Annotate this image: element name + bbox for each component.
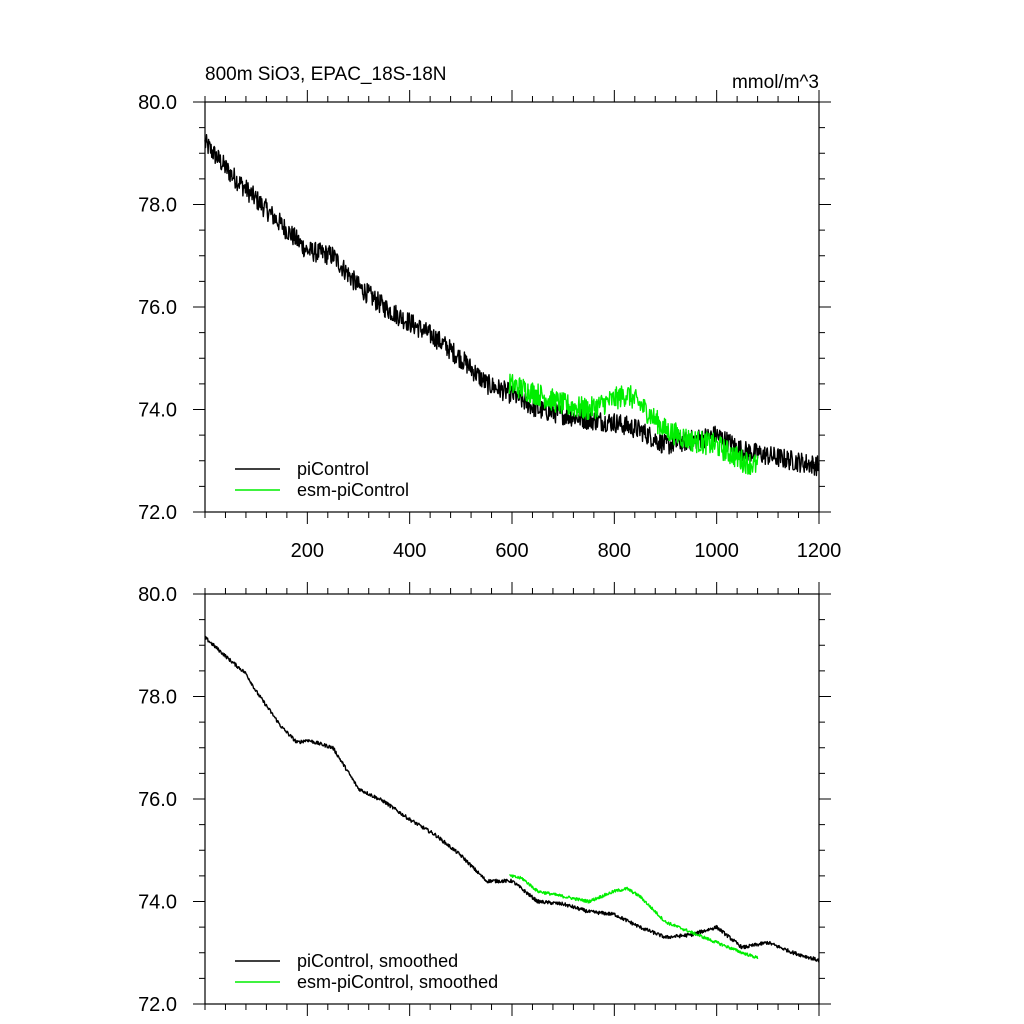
y-tick-label: 80.0 [138, 584, 177, 606]
series-line-picontrol [204, 133, 820, 477]
top-panel: 72.0 74.0 76.0 78.0 80.0 200 400 600 800 1000 1200… [138, 64, 841, 562]
x-tick-label: 600 [495, 540, 528, 562]
legend-label: esm-piControl [297, 480, 409, 500]
chart-title: 800m SiO3, EPAC_18S-18N [205, 64, 447, 85]
series-line-picontrol-smoothed [204, 635, 820, 963]
y-tick-label: 78.0 [138, 687, 177, 709]
x-tick-label: 200 [291, 540, 324, 562]
series-line-esm-picontrol [508, 373, 759, 475]
y-tick-label: 72.0 [138, 502, 177, 524]
y-tick-label: 76.0 [138, 789, 177, 811]
x-tick-label: 400 [393, 540, 426, 562]
series-line-esm-picontrol-smoothed [509, 874, 759, 960]
x-tick-label: 800 [598, 540, 631, 562]
legend-label: piControl, smoothed [297, 951, 458, 971]
units-label: mmol/m^3 [732, 72, 819, 93]
legend-label: esm-piControl, smoothed [297, 972, 498, 992]
bottom-panel: 72.0 74.0 76.0 78.0 80.0 piControl, smoothede… [138, 582, 831, 1016]
y-tick-label: 72.0 [138, 994, 177, 1016]
legend-label: piControl [297, 459, 369, 479]
plot-frame [204, 593, 820, 1005]
y-tick-label: 74.0 [138, 400, 177, 422]
y-tick-label: 80.0 [138, 92, 177, 114]
y-tick-label: 74.0 [138, 892, 177, 914]
x-tick-label: 1000 [694, 540, 739, 562]
y-tick-label: 76.0 [138, 297, 177, 319]
x-tick-label: 1200 [797, 540, 842, 562]
y-tick-label: 78.0 [138, 195, 177, 217]
